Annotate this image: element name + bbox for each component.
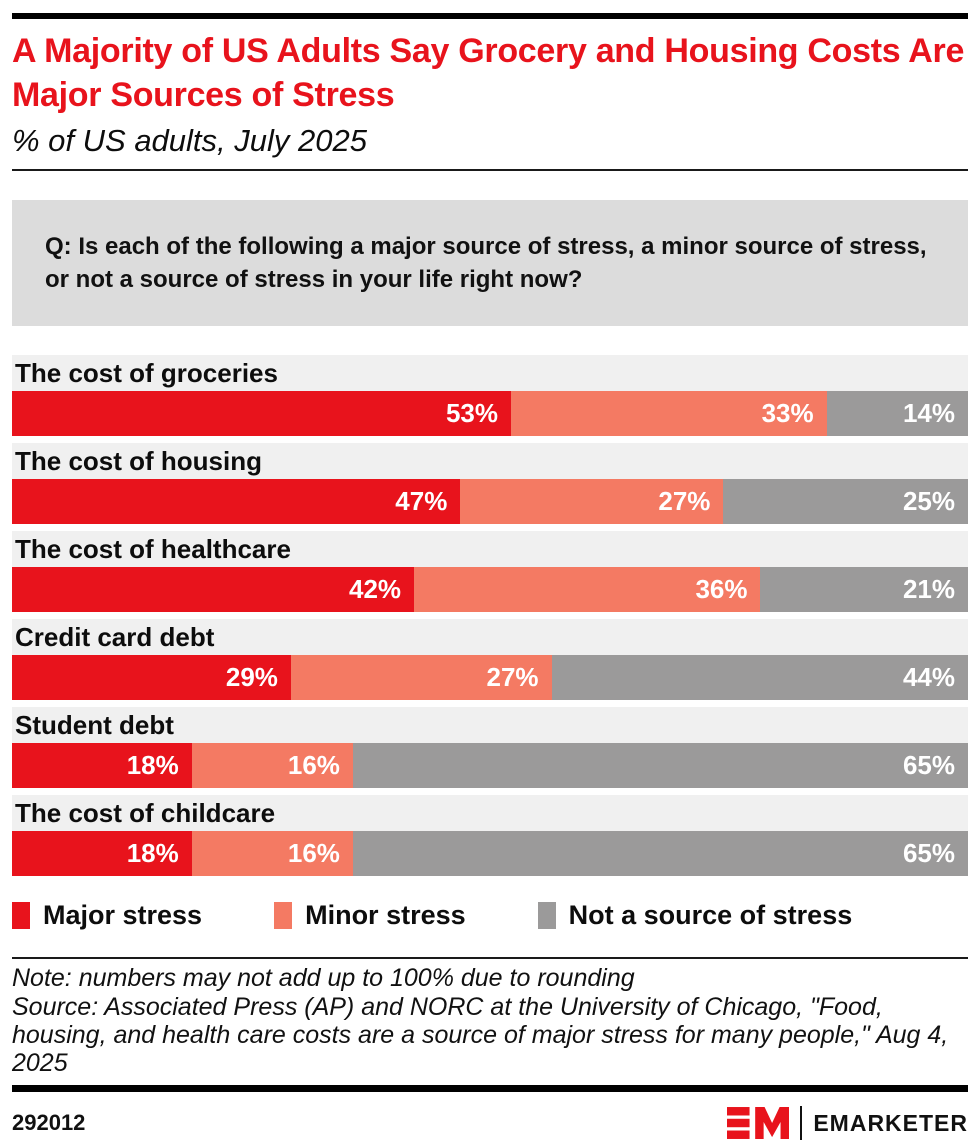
legend-item: Minor stress [274, 900, 466, 931]
brand-divider [800, 1106, 803, 1140]
chart-row: Student debt 18% 16% 65% [12, 707, 969, 788]
chart-row: The cost of healthcare 42% 36% 21% [12, 531, 968, 612]
bar-segment-minor-stress: 27% [290, 655, 552, 700]
header-divider [12, 169, 968, 171]
footer-bar: 292012 EMARKETER [12, 1104, 968, 1142]
bottom-rule [12, 1085, 968, 1092]
brand-lockup: EMARKETER [727, 1104, 968, 1142]
bar-segment-major-stress: 47% [12, 479, 461, 524]
legend-label: Major stress [43, 900, 203, 930]
chart-id: 292012 [12, 1110, 86, 1135]
page-subtitle: % of US adults, July 2025 [12, 123, 367, 158]
survey-question-box: Q: Is each of the following a major sour… [12, 200, 968, 326]
bar-segment-major-stress: 29% [12, 655, 291, 700]
bar-segment-minor-stress: 16% [191, 831, 353, 876]
stacked-bar: 18% 16% 65% [12, 831, 969, 876]
top-rule [12, 13, 968, 19]
legend-label: Not a source of stress [568, 900, 853, 930]
bar-segment-not-a-source-of-stress: 44% [551, 655, 969, 700]
survey-question-text: Q: Is each of the following a major sour… [45, 233, 927, 293]
row-label: The cost of groceries [12, 355, 968, 391]
legend-item: Not a source of stress [537, 900, 853, 931]
bar-segment-not-a-source-of-stress: 14% [826, 391, 968, 436]
bar-segment-minor-stress: 16% [191, 743, 353, 788]
row-label: Credit card debt [12, 619, 968, 655]
stacked-bar: 29% 27% 44% [12, 655, 969, 700]
bar-segment-not-a-source-of-stress: 25% [723, 479, 968, 524]
legend-item: Major stress [12, 900, 202, 931]
note-text: Note: numbers may not add up to 100% due… [12, 964, 635, 992]
bar-segment-minor-stress: 36% [414, 567, 761, 612]
bar-segment-not-a-source-of-stress: 65% [352, 743, 969, 788]
bar-segment-major-stress: 18% [12, 831, 192, 876]
bar-segment-not-a-source-of-stress: 65% [352, 831, 969, 876]
chart-row: Credit card debt 29% 27% 44% [12, 619, 969, 700]
brand-name: EMARKETER [813, 1109, 968, 1136]
bar-segment-major-stress: 53% [12, 391, 512, 436]
stacked-bar: 47% 27% 25% [12, 479, 968, 524]
chart-row: The cost of childcare 18% 16% 65% [12, 795, 969, 876]
legend-label: Minor stress [305, 900, 466, 930]
legend-swatch-icon [274, 902, 293, 929]
stacked-bar: 53% 33% 14% [12, 391, 968, 436]
page: A Majority of US Adults Say Grocery and … [0, 13, 980, 1142]
bar-segment-minor-stress: 33% [511, 391, 827, 436]
legend-swatch-icon [537, 902, 556, 929]
page-title: A Majority of US Adults Say Grocery and … [12, 32, 965, 114]
stacked-bar-chart: The cost of groceries 53% 33% 14% The cost o… [12, 355, 969, 876]
stacked-bar: 18% 16% 65% [12, 743, 969, 788]
footer-divider [12, 957, 968, 959]
bar-segment-major-stress: 18% [12, 743, 192, 788]
row-label: The cost of housing [12, 443, 968, 479]
source-text: Source: Associated Press (AP) and NORC a… [12, 993, 949, 1077]
legend-swatch-icon [12, 902, 30, 929]
row-label: The cost of healthcare [12, 531, 968, 567]
row-label: The cost of childcare [12, 795, 968, 831]
row-label: Student debt [12, 707, 968, 743]
bar-segment-minor-stress: 27% [460, 479, 724, 524]
chart-legend: Major stress Minor stress Not a source of … [12, 900, 968, 931]
emarketer-logo-icon [727, 1107, 790, 1139]
chart-row: The cost of housing 47% 27% 25% [12, 443, 968, 524]
chart-row: The cost of groceries 53% 33% 14% [12, 355, 968, 436]
bar-segment-major-stress: 42% [12, 567, 415, 612]
bar-segment-not-a-source-of-stress: 21% [760, 567, 968, 612]
stacked-bar: 42% 36% 21% [12, 567, 968, 612]
